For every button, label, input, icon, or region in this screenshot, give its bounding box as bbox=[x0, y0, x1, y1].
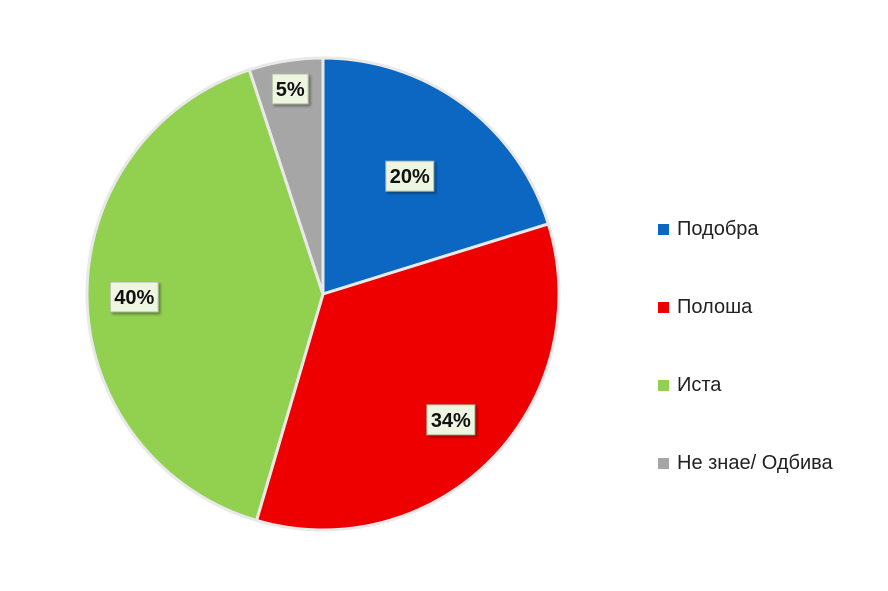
legend-item-ista: Иста bbox=[658, 346, 833, 424]
data-label-text: 34% bbox=[431, 410, 471, 432]
legend-item-polosha: Полоша bbox=[658, 268, 833, 346]
data-label-text: 20% bbox=[390, 166, 430, 188]
legend-label: Не знае/ Одбива bbox=[677, 451, 833, 474]
legend-swatch bbox=[658, 457, 669, 469]
data-label-box bbox=[426, 404, 476, 436]
legend-label: Подобра bbox=[677, 217, 759, 240]
data-label-podobra: 20% bbox=[385, 160, 435, 192]
data-label-box bbox=[109, 281, 159, 313]
legend-item-ne-znae: Не знае/ Одбива bbox=[658, 424, 833, 502]
pie-data-labels: 20% 34% 40% 5% bbox=[109, 73, 476, 436]
legend: Подобра Полоша Иста Не знае/ Одбива bbox=[658, 190, 833, 502]
slice-polosha bbox=[254, 222, 561, 532]
legend-label: Полоша bbox=[677, 295, 753, 318]
slice-ne-znae bbox=[247, 56, 325, 295]
legend-swatch bbox=[658, 379, 669, 391]
legend-swatch bbox=[658, 223, 669, 235]
data-label-ne-znae: 5% bbox=[271, 73, 309, 105]
data-label-polosha: 34% bbox=[426, 404, 476, 436]
data-label-text: 5% bbox=[276, 79, 305, 101]
data-label-box bbox=[385, 160, 435, 192]
slice-ista bbox=[85, 67, 325, 523]
legend-label: Иста bbox=[677, 373, 722, 396]
legend-item-podobra: Подобра bbox=[658, 190, 833, 268]
legend-swatch bbox=[658, 301, 669, 313]
data-label-ista: 40% bbox=[109, 281, 159, 313]
slice-podobra bbox=[321, 56, 551, 297]
pie-slices bbox=[85, 56, 561, 532]
data-label-box bbox=[271, 73, 309, 105]
data-label-text: 40% bbox=[114, 287, 154, 309]
